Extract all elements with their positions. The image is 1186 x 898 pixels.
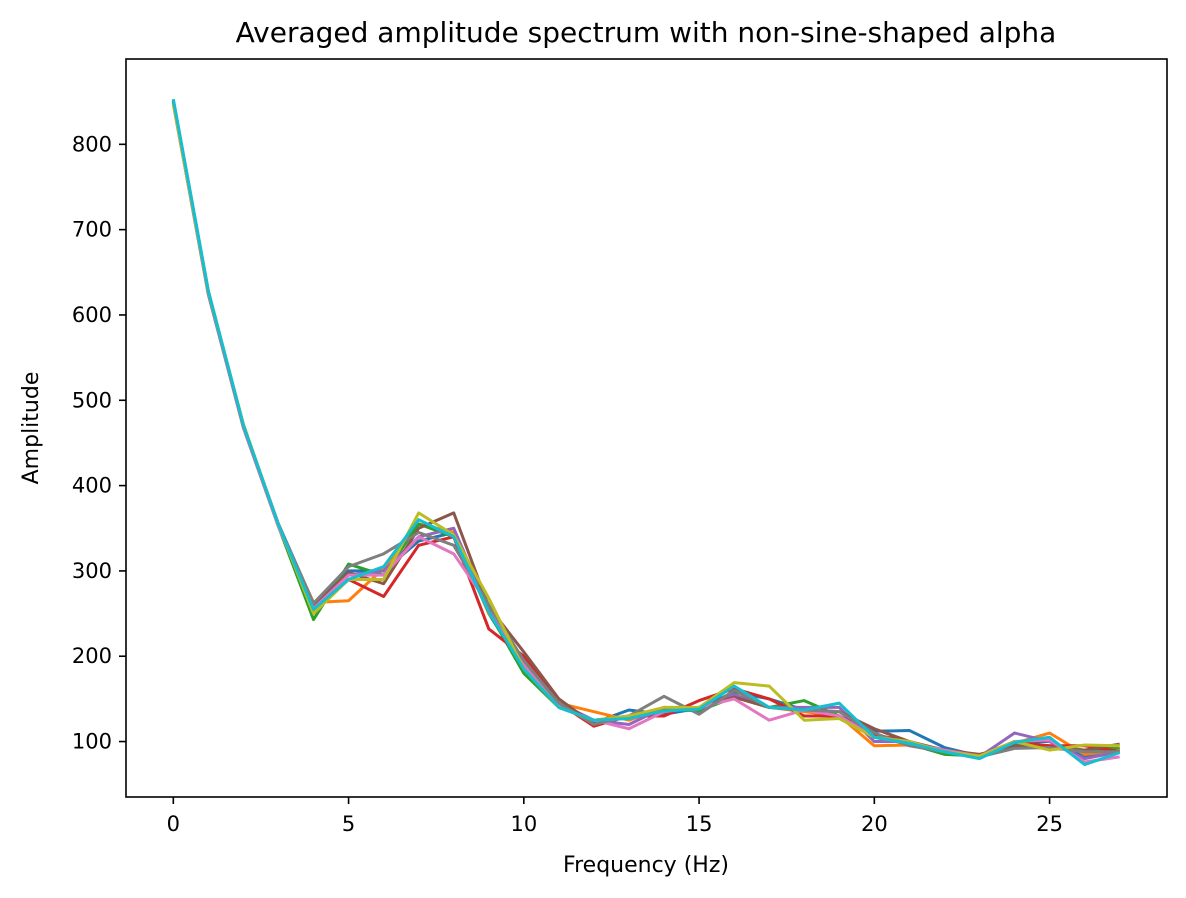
plot-area xyxy=(171,98,1121,767)
y-tick-label: 100 xyxy=(72,730,112,754)
series-line-9 xyxy=(171,98,1121,767)
y-tick-label: 600 xyxy=(72,303,112,327)
y-tick-label: 800 xyxy=(72,132,112,156)
x-tick-label: 5 xyxy=(342,812,355,836)
x-axis-label: Frequency (Hz) xyxy=(563,853,729,878)
y-axis-label: Amplitude xyxy=(19,372,44,485)
chart-title: Averaged amplitude spectrum with non-sin… xyxy=(236,16,1057,49)
y-tick-label: 500 xyxy=(72,388,112,412)
axis-ticks: 0 5 10 15 20 25 100 200 300 400 500 600 700 800 xyxy=(72,132,1063,836)
x-tick-label: 15 xyxy=(686,812,713,836)
y-tick-label: 700 xyxy=(72,218,112,242)
y-tick-label: 200 xyxy=(72,644,112,668)
x-tick-label: 0 xyxy=(167,812,180,836)
x-tick-label: 25 xyxy=(1036,812,1063,836)
y-tick-label: 300 xyxy=(72,559,112,583)
x-tick-label: 20 xyxy=(861,812,888,836)
y-tick-label: 400 xyxy=(72,474,112,498)
axes-frame xyxy=(125,58,1168,798)
x-tick-label: 10 xyxy=(510,812,537,836)
